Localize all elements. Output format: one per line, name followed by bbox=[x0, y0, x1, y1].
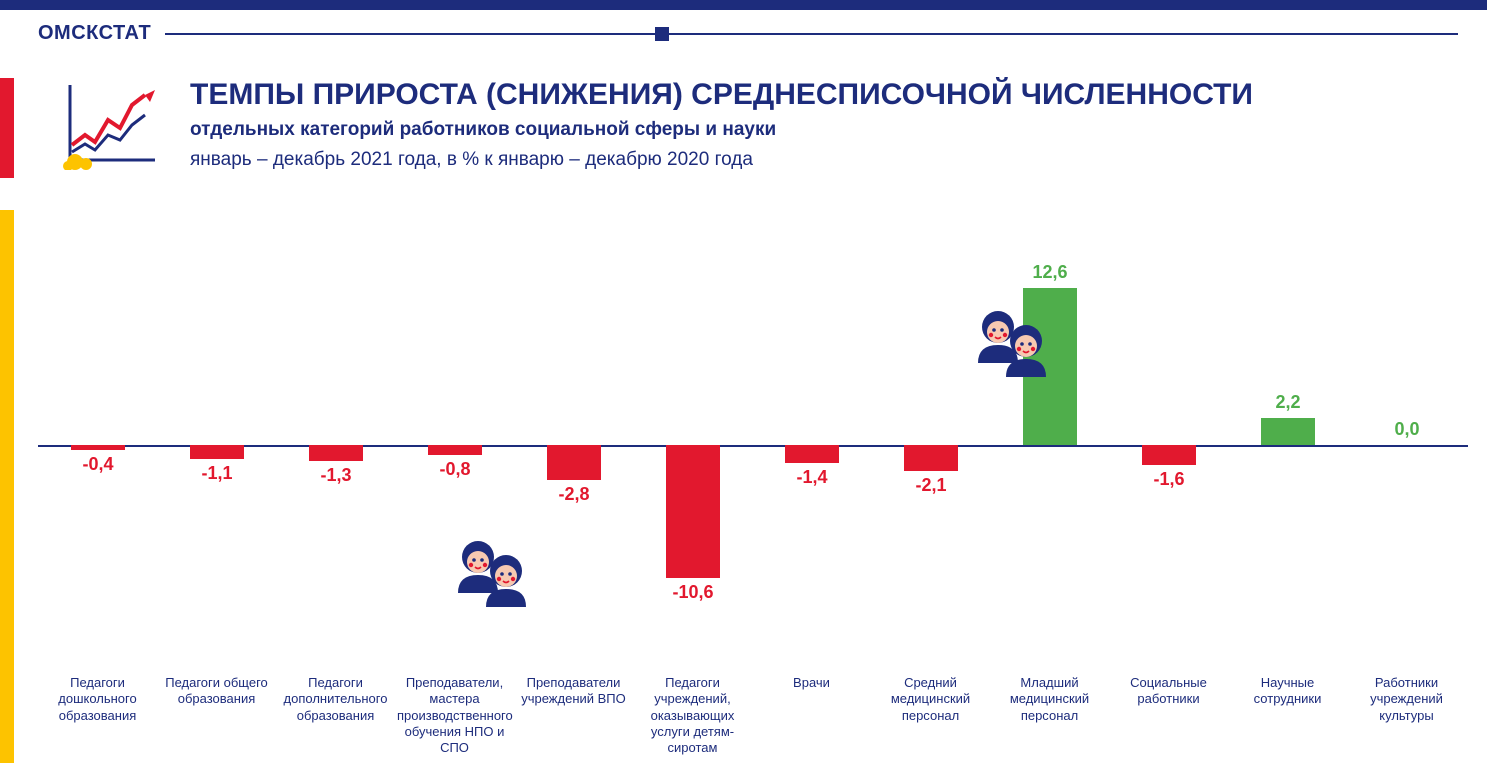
bar-value-label: -10,6 bbox=[643, 582, 743, 603]
brand-square bbox=[655, 27, 669, 41]
category-label: Научные сотрудники bbox=[1230, 675, 1345, 708]
people-icon bbox=[448, 535, 538, 615]
bar-column: -1,4 bbox=[762, 245, 862, 675]
category-label: Преподаватели, мастера производственного… bbox=[397, 675, 512, 756]
bar-value-label: -1,3 bbox=[286, 465, 386, 486]
bar-column: -1,3 bbox=[286, 245, 386, 675]
title-period: январь – декабрь 2021 года, в % к январю… bbox=[190, 149, 1390, 171]
growth-chart-icon bbox=[60, 80, 160, 170]
bar-column: -0,4 bbox=[48, 245, 148, 675]
category-label: Педагоги общего образования bbox=[159, 675, 274, 708]
bar bbox=[71, 445, 125, 450]
category-label: Врачи bbox=[754, 675, 869, 691]
bar-column: -10,6 bbox=[643, 245, 743, 675]
bar-column: -2,8 bbox=[524, 245, 624, 675]
bar bbox=[1261, 418, 1315, 446]
bar bbox=[1142, 445, 1196, 465]
category-label: Педагоги дошкольного образования bbox=[40, 675, 155, 724]
bar-value-label: 2,2 bbox=[1238, 392, 1338, 413]
left-red-stripe bbox=[0, 78, 14, 178]
category-label: Преподаватели учреждений ВПО bbox=[516, 675, 631, 708]
bar-column: 2,2 bbox=[1238, 245, 1338, 675]
category-label: Работники учреждений культуры bbox=[1349, 675, 1464, 724]
brand-text: ОМСКСТАТ bbox=[38, 22, 151, 45]
bar-value-label: -1,1 bbox=[167, 463, 267, 484]
title-main: ТЕМПЫ ПРИРОСТА (СНИЖЕНИЯ) СРЕДНЕСПИСОЧНО… bbox=[190, 78, 1390, 113]
category-label: Педагоги дополнительного образования bbox=[278, 675, 393, 724]
category-label: Педагоги учреждений, оказывающих услуги … bbox=[635, 675, 750, 756]
bar-value-label: -0,4 bbox=[48, 454, 148, 475]
people-icon bbox=[968, 305, 1058, 385]
bar-column: -1,6 bbox=[1119, 245, 1219, 675]
top-bar bbox=[0, 0, 1487, 10]
bar bbox=[785, 445, 839, 463]
bar-column: -2,1 bbox=[881, 245, 981, 675]
bar-column: 0,0 bbox=[1357, 245, 1457, 675]
category-label: Средний медицинский персонал bbox=[873, 675, 988, 724]
bar-value-label: 12,6 bbox=[1000, 262, 1100, 283]
left-yellow-stripe bbox=[0, 210, 14, 763]
bar bbox=[904, 445, 958, 471]
bar bbox=[309, 445, 363, 461]
bar bbox=[428, 445, 482, 455]
category-label: Социальные работники bbox=[1111, 675, 1226, 708]
bar bbox=[666, 445, 720, 578]
bar-chart: -0,4 Педагоги дошкольного образования -1,1… bbox=[38, 245, 1468, 725]
title-sub: отдельных категорий работников социально… bbox=[190, 119, 1390, 141]
brand-row: ОМСКСТАТ bbox=[38, 22, 1458, 45]
bar-value-label: 0,0 bbox=[1357, 419, 1457, 440]
bar-value-label: -1,4 bbox=[762, 467, 862, 488]
brand-line bbox=[165, 33, 1458, 35]
title-block: ТЕМПЫ ПРИРОСТА (СНИЖЕНИЯ) СРЕДНЕСПИСОЧНО… bbox=[190, 78, 1390, 171]
bar bbox=[547, 445, 601, 480]
bar-column: -1,1 bbox=[167, 245, 267, 675]
bar-value-label: -2,1 bbox=[881, 475, 981, 496]
bar bbox=[190, 445, 244, 459]
bar-value-label: -1,6 bbox=[1119, 469, 1219, 490]
bar-value-label: -0,8 bbox=[405, 459, 505, 480]
bar-value-label: -2,8 bbox=[524, 484, 624, 505]
category-label: Младший медицинский персонал bbox=[992, 675, 1107, 724]
